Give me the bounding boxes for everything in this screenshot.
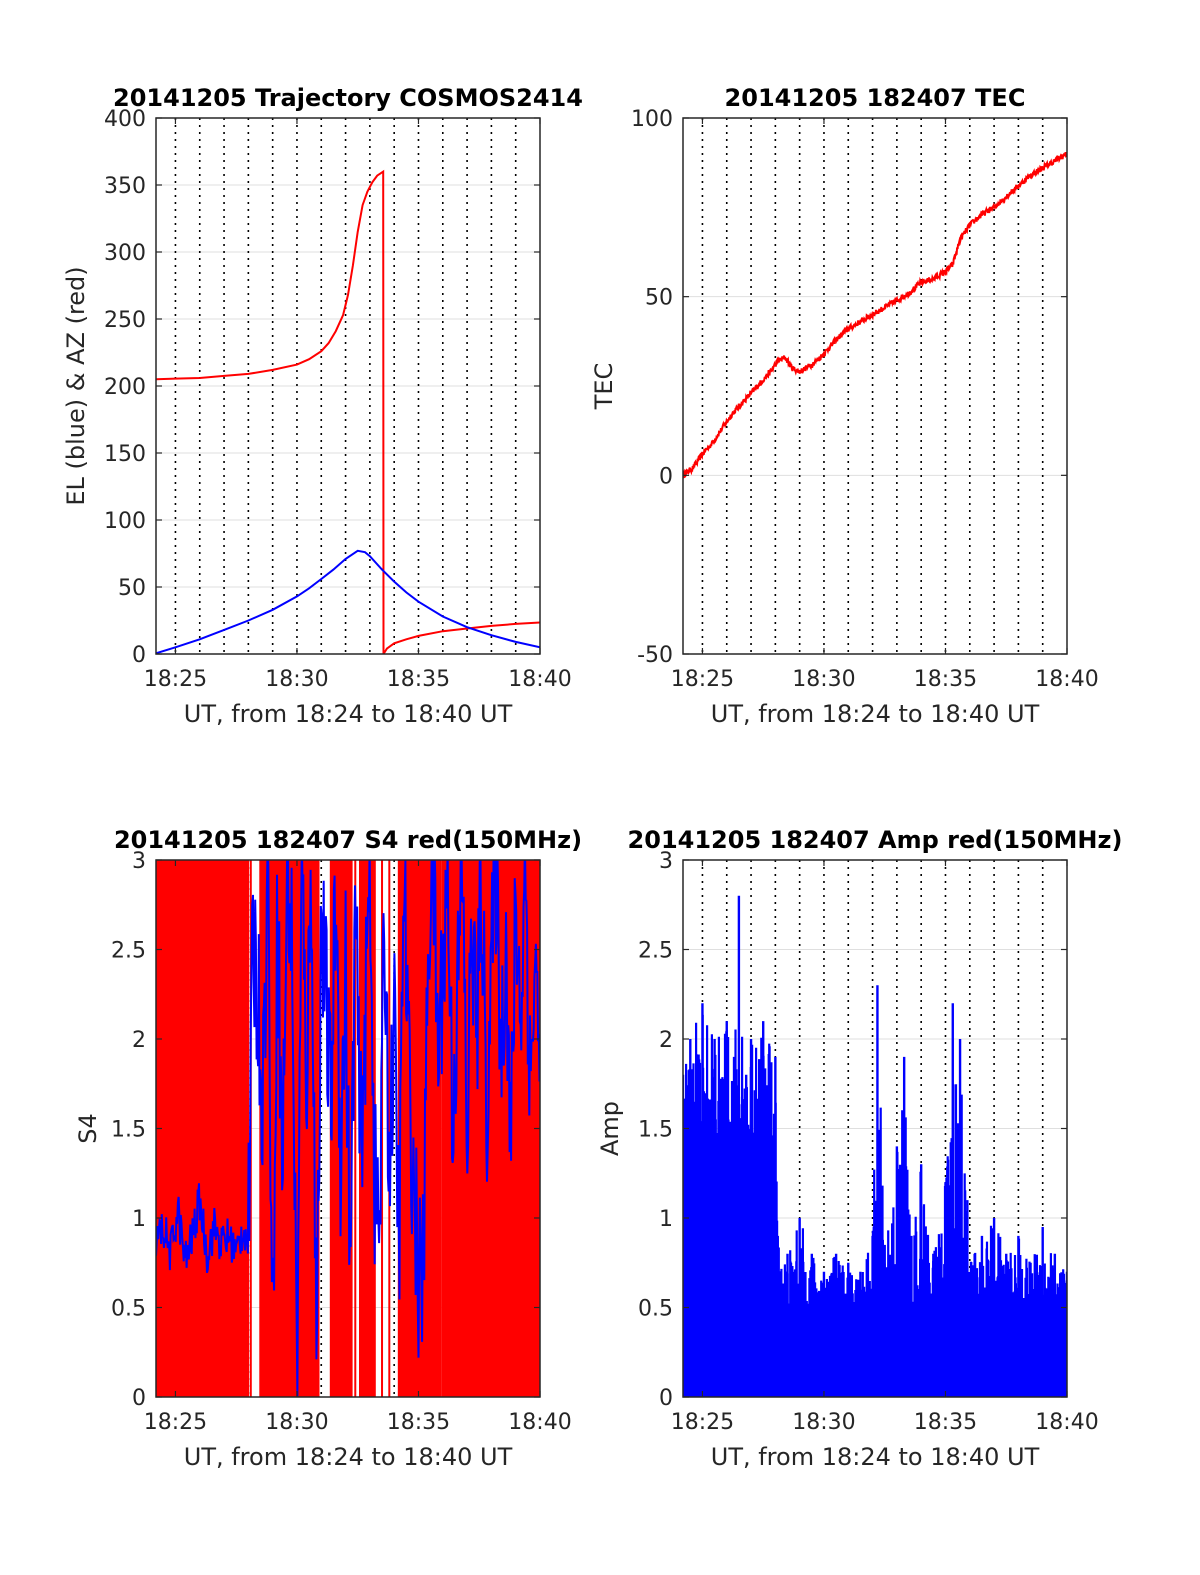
axes-box (682, 117, 1068, 655)
chart-panel-4: 0 0.5 1 1.5 2 2.5 3 18:25 18:30 18:35 18:40 2014120… (596, 826, 1122, 1471)
chart-title: 20141205 182407 S4 red(150MHz) (114, 826, 582, 854)
plot-area (156, 860, 540, 1397)
chart-panel-2: -50 0 50 100 18:25 18:30 18:35 18:40 20141205 18… (590, 84, 1099, 728)
x-tick-label: 18:35 (387, 667, 450, 692)
y-tick-label: 50 (118, 576, 146, 601)
y-tick-label: 1.5 (111, 1118, 146, 1143)
y-tick-label: 100 (631, 107, 673, 132)
y-tick-label: 0.5 (111, 1297, 146, 1322)
y-tick-label: 300 (104, 241, 146, 266)
x-tick-label: 18:25 (671, 667, 734, 692)
y-tick-label: 0 (659, 464, 673, 489)
plot-area (683, 895, 1067, 1397)
x-tick-label: 18:40 (508, 1410, 571, 1435)
red-band-1 (156, 860, 250, 1397)
y-axis-label: TEC (590, 363, 618, 411)
y-tick-label: 1 (659, 1207, 673, 1232)
amp-series-strokes (683, 1014, 1067, 1397)
x-tick-label: 18:35 (387, 1410, 450, 1435)
y-tick-label: 0 (132, 643, 146, 668)
series-line-1 (156, 169, 540, 654)
x-tick-label: 18:35 (914, 1410, 977, 1435)
y-axis-label: EL (blue) & AZ (red) (62, 266, 90, 505)
x-tick-label: 18:25 (144, 667, 207, 692)
x-tick-label: 18:30 (792, 1410, 855, 1435)
chart-title: 20141205 182407 Amp red(150MHz) (628, 826, 1123, 854)
series-line-1 (683, 151, 1067, 479)
x-tick-label: 18:25 (144, 1410, 207, 1435)
y-tick-label: 3 (659, 849, 673, 874)
y-tick-label: 1 (132, 1207, 146, 1232)
x-tick-label: 18:30 (792, 667, 855, 692)
x-tick-label: 18:35 (914, 667, 977, 692)
x-axis-label: UT, from 18:24 to 18:40 UT (711, 1443, 1040, 1471)
x-axis-label: UT, from 18:24 to 18:40 UT (184, 700, 513, 728)
chart-panel-3: 0 0.5 1 1.5 2 2.5 3 18:25 18:30 18:35 18:40 2014120… (74, 826, 582, 1471)
x-tick-label: 18:40 (508, 667, 571, 692)
x-tick-label: 18:40 (1035, 667, 1098, 692)
y-tick-label: 100 (104, 509, 146, 534)
y-tick-label: -50 (637, 643, 673, 668)
plot-area (683, 151, 1067, 479)
y-tick-label: 2 (132, 1028, 146, 1053)
x-axis-label: UT, from 18:24 to 18:40 UT (711, 700, 1040, 728)
y-tick-label: 0.5 (638, 1297, 673, 1322)
y-tick-label: 2.5 (638, 939, 673, 964)
y-tick-label: 2 (659, 1028, 673, 1053)
y-tick-label: 250 (104, 308, 146, 333)
y-tick-label: 50 (645, 286, 673, 311)
y-axis-label: Amp (596, 1101, 624, 1156)
chart-title: 20141205 Trajectory COSMOS2414 (113, 84, 583, 112)
x-tick-label: 18:40 (1035, 1410, 1098, 1435)
y-tick-label: 3 (132, 849, 146, 874)
y-tick-label: 200 (104, 375, 146, 400)
chart-title: 20141205 182407 TEC (725, 84, 1026, 112)
chart-panel-1: 0 50 100 150 200 250 300 350 400 18:25 18:30 18:35 1… (62, 84, 583, 728)
y-axis-label: S4 (74, 1113, 102, 1144)
x-axis-label: UT, from 18:24 to 18:40 UT (184, 1443, 513, 1471)
y-tick-label: 2.5 (111, 939, 146, 964)
y-tick-label: 0 (132, 1386, 146, 1411)
x-tick-label: 18:25 (671, 1410, 734, 1435)
y-tick-label: 350 (104, 174, 146, 199)
series-line-2 (156, 549, 540, 654)
plot-area (156, 169, 540, 654)
x-tick-label: 18:30 (265, 667, 328, 692)
y-tick-label: 400 (104, 107, 146, 132)
y-tick-label: 150 (104, 442, 146, 467)
x-tick-label: 18:30 (265, 1410, 328, 1435)
y-tick-label: 1.5 (638, 1118, 673, 1143)
y-tick-label: 0 (659, 1386, 673, 1411)
blue-series-line (156, 860, 540, 1397)
